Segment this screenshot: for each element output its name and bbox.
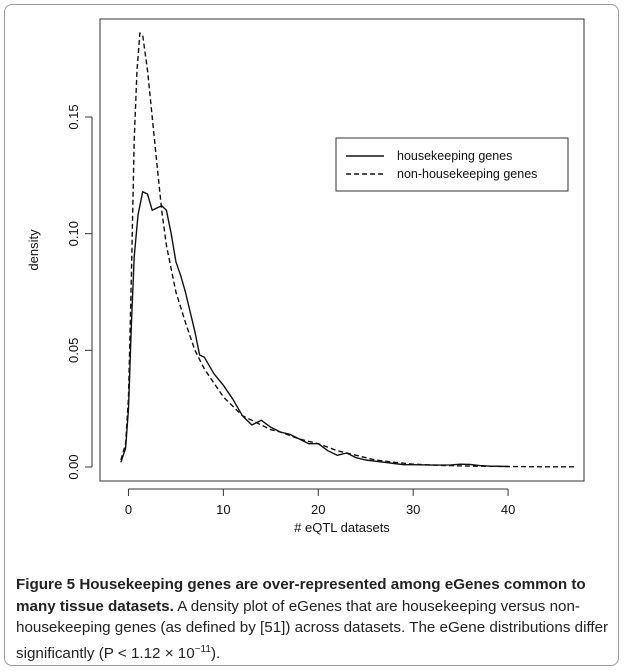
caption-figure-label: Figure 5 <box>16 576 76 593</box>
y-axis-label: density <box>26 229 41 271</box>
legend-label-non-housekeeping: non-housekeeping genes <box>397 167 537 181</box>
x-tick-label: 0 <box>125 502 132 517</box>
x-tick-label: 40 <box>501 502 515 517</box>
figure-caption: Figure 5 Housekeeping genes are over-rep… <box>16 574 612 664</box>
legend-box <box>335 137 569 192</box>
x-tick-label: 20 <box>311 502 325 517</box>
y-tick-label: 0.15 <box>66 104 81 129</box>
density-chart: 0 10 20 30 40 0.00 0.05 0.10 0.15 # eQTL datase… <box>26 18 585 535</box>
plot-box <box>99 18 585 482</box>
x-tick-label: 10 <box>216 502 230 517</box>
x-axis: 0 10 20 30 40 <box>125 488 515 517</box>
series-line-non-housekeeping <box>120 32 575 468</box>
series-layer <box>120 32 575 468</box>
caption-body: A density plot of eGenes that are housek… <box>16 597 609 662</box>
caption-end: ). <box>210 644 221 662</box>
legend: housekeeping genes non-housekeeping gene… <box>335 137 569 192</box>
y-axis: 0.00 0.05 0.10 0.15 <box>66 104 93 480</box>
legend-label-housekeeping: housekeeping genes <box>397 149 512 163</box>
y-tick-label: 0.10 <box>66 221 81 246</box>
figure-frame <box>4 4 619 666</box>
x-tick-label: 30 <box>406 502 420 517</box>
caption-exponent: −11 <box>194 643 211 655</box>
y-tick-label: 0.00 <box>66 454 81 479</box>
y-tick-label: 0.05 <box>66 338 81 363</box>
caption-title: Housekeeping genes are over-represented … <box>16 576 586 615</box>
series-line-housekeeping <box>120 190 509 468</box>
x-axis-label: # eQTL datasets <box>294 520 390 535</box>
